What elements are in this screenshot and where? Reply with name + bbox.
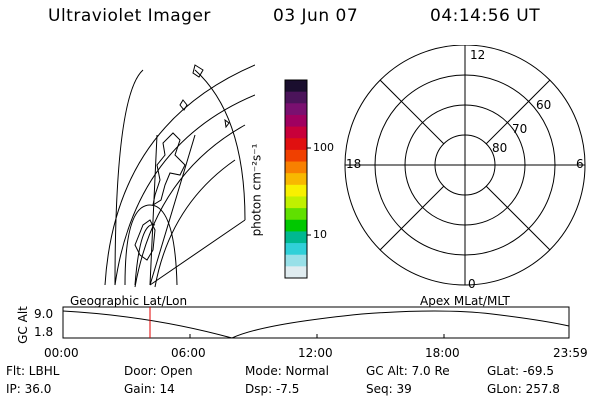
lon-line bbox=[149, 134, 158, 286]
color-bar-segment bbox=[285, 254, 307, 267]
glat-info: GLat: -69.5 bbox=[487, 364, 554, 378]
lat-arc bbox=[114, 94, 255, 286]
time-label: 04:14:56 UT bbox=[430, 6, 541, 26]
color-bar-segment bbox=[285, 196, 307, 209]
seq-info: Seq: 39 bbox=[366, 382, 412, 396]
polar-plot bbox=[344, 45, 586, 286]
lat-arc bbox=[104, 64, 255, 286]
timeline-axis-label: GC Alt bbox=[15, 306, 30, 344]
lon-line bbox=[149, 134, 196, 286]
polar-lat-70: 70 bbox=[512, 122, 528, 136]
polar-label-12: 12 bbox=[470, 48, 486, 62]
gain-info: Gain: 14 bbox=[124, 382, 175, 396]
instrument-title: Ultraviolet Imager bbox=[48, 6, 211, 26]
time-tick-0600: 06:00 bbox=[171, 346, 206, 360]
color-bar bbox=[284, 79, 311, 279]
map-boundary bbox=[114, 69, 144, 286]
polar-label-0: 0 bbox=[468, 277, 476, 291]
polar-diagonal bbox=[485, 79, 551, 145]
geographic-map bbox=[104, 64, 255, 288]
timeline-plot bbox=[62, 306, 570, 339]
color-bar-segment bbox=[285, 243, 307, 256]
ip-info: IP: 36.0 bbox=[6, 382, 52, 396]
color-bar-segment bbox=[285, 91, 307, 104]
lon-line bbox=[149, 219, 246, 286]
coastline bbox=[224, 118, 230, 129]
gc-alt-info: GC Alt: 7.0 Re bbox=[366, 364, 450, 378]
color-bar-segment bbox=[285, 103, 307, 116]
color-bar-segment bbox=[285, 184, 307, 197]
polar-diagonal bbox=[379, 185, 445, 251]
color-bar-frame bbox=[284, 79, 308, 279]
altitude-curve bbox=[62, 310, 570, 339]
coastline bbox=[179, 99, 188, 111]
color-bar-segment bbox=[285, 126, 307, 139]
cbar-tick-10: 10 bbox=[313, 228, 327, 241]
coastline bbox=[192, 64, 204, 78]
color-bar-segment bbox=[285, 80, 307, 93]
polar-label-6: 6 bbox=[576, 157, 584, 171]
timeline-frame bbox=[62, 306, 570, 339]
polar-lat-60: 60 bbox=[536, 98, 552, 112]
color-bar-segment bbox=[285, 173, 307, 186]
dsp-info: Dsp: -7.5 bbox=[245, 382, 300, 396]
lat-arc bbox=[154, 159, 236, 288]
color-bar-segment bbox=[285, 161, 307, 174]
polar-diagonal bbox=[379, 79, 445, 145]
color-bar-segment bbox=[285, 208, 307, 221]
door-info: Door: Open bbox=[124, 364, 193, 378]
time-tick-1800: 18:00 bbox=[425, 346, 460, 360]
timeline-right-label: Apex MLat/MLT bbox=[420, 294, 510, 308]
color-bar-segment bbox=[285, 231, 307, 244]
filter-info: Flt: LBHL bbox=[6, 364, 60, 378]
timeline-left-label: Geographic Lat/Lon bbox=[70, 294, 188, 308]
cbar-unit-label: photon cm⁻²s⁻¹ bbox=[249, 143, 264, 237]
time-tick-0000: 00:00 bbox=[44, 346, 79, 360]
glon-info: GLon: 257.8 bbox=[487, 382, 560, 396]
date-label: 03 Jun 07 bbox=[273, 6, 359, 26]
color-bar-segment bbox=[285, 114, 307, 128]
pole-circle bbox=[124, 204, 178, 286]
polar-diagonal bbox=[485, 185, 551, 251]
color-bar-segment bbox=[285, 266, 307, 279]
mode-info: Mode: Normal bbox=[245, 364, 329, 378]
cbar-tick-100: 100 bbox=[313, 141, 334, 154]
timeline-ytick-top: 9.0 bbox=[34, 307, 54, 321]
lat-arc bbox=[134, 124, 246, 288]
time-tick-2359: 23:59 bbox=[553, 346, 588, 360]
color-bar-segment bbox=[285, 149, 307, 163]
color-bar-segment bbox=[285, 219, 307, 232]
time-tick-1200: 12:00 bbox=[298, 346, 333, 360]
coastline bbox=[134, 219, 156, 261]
color-bar-segment bbox=[285, 138, 307, 151]
timeline-ytick-bottom: 1.8 bbox=[34, 325, 54, 339]
map-boundary bbox=[194, 69, 246, 221]
polar-label-18: 18 bbox=[346, 157, 362, 171]
coastline bbox=[152, 132, 186, 207]
polar-lat-80: 80 bbox=[492, 141, 508, 155]
